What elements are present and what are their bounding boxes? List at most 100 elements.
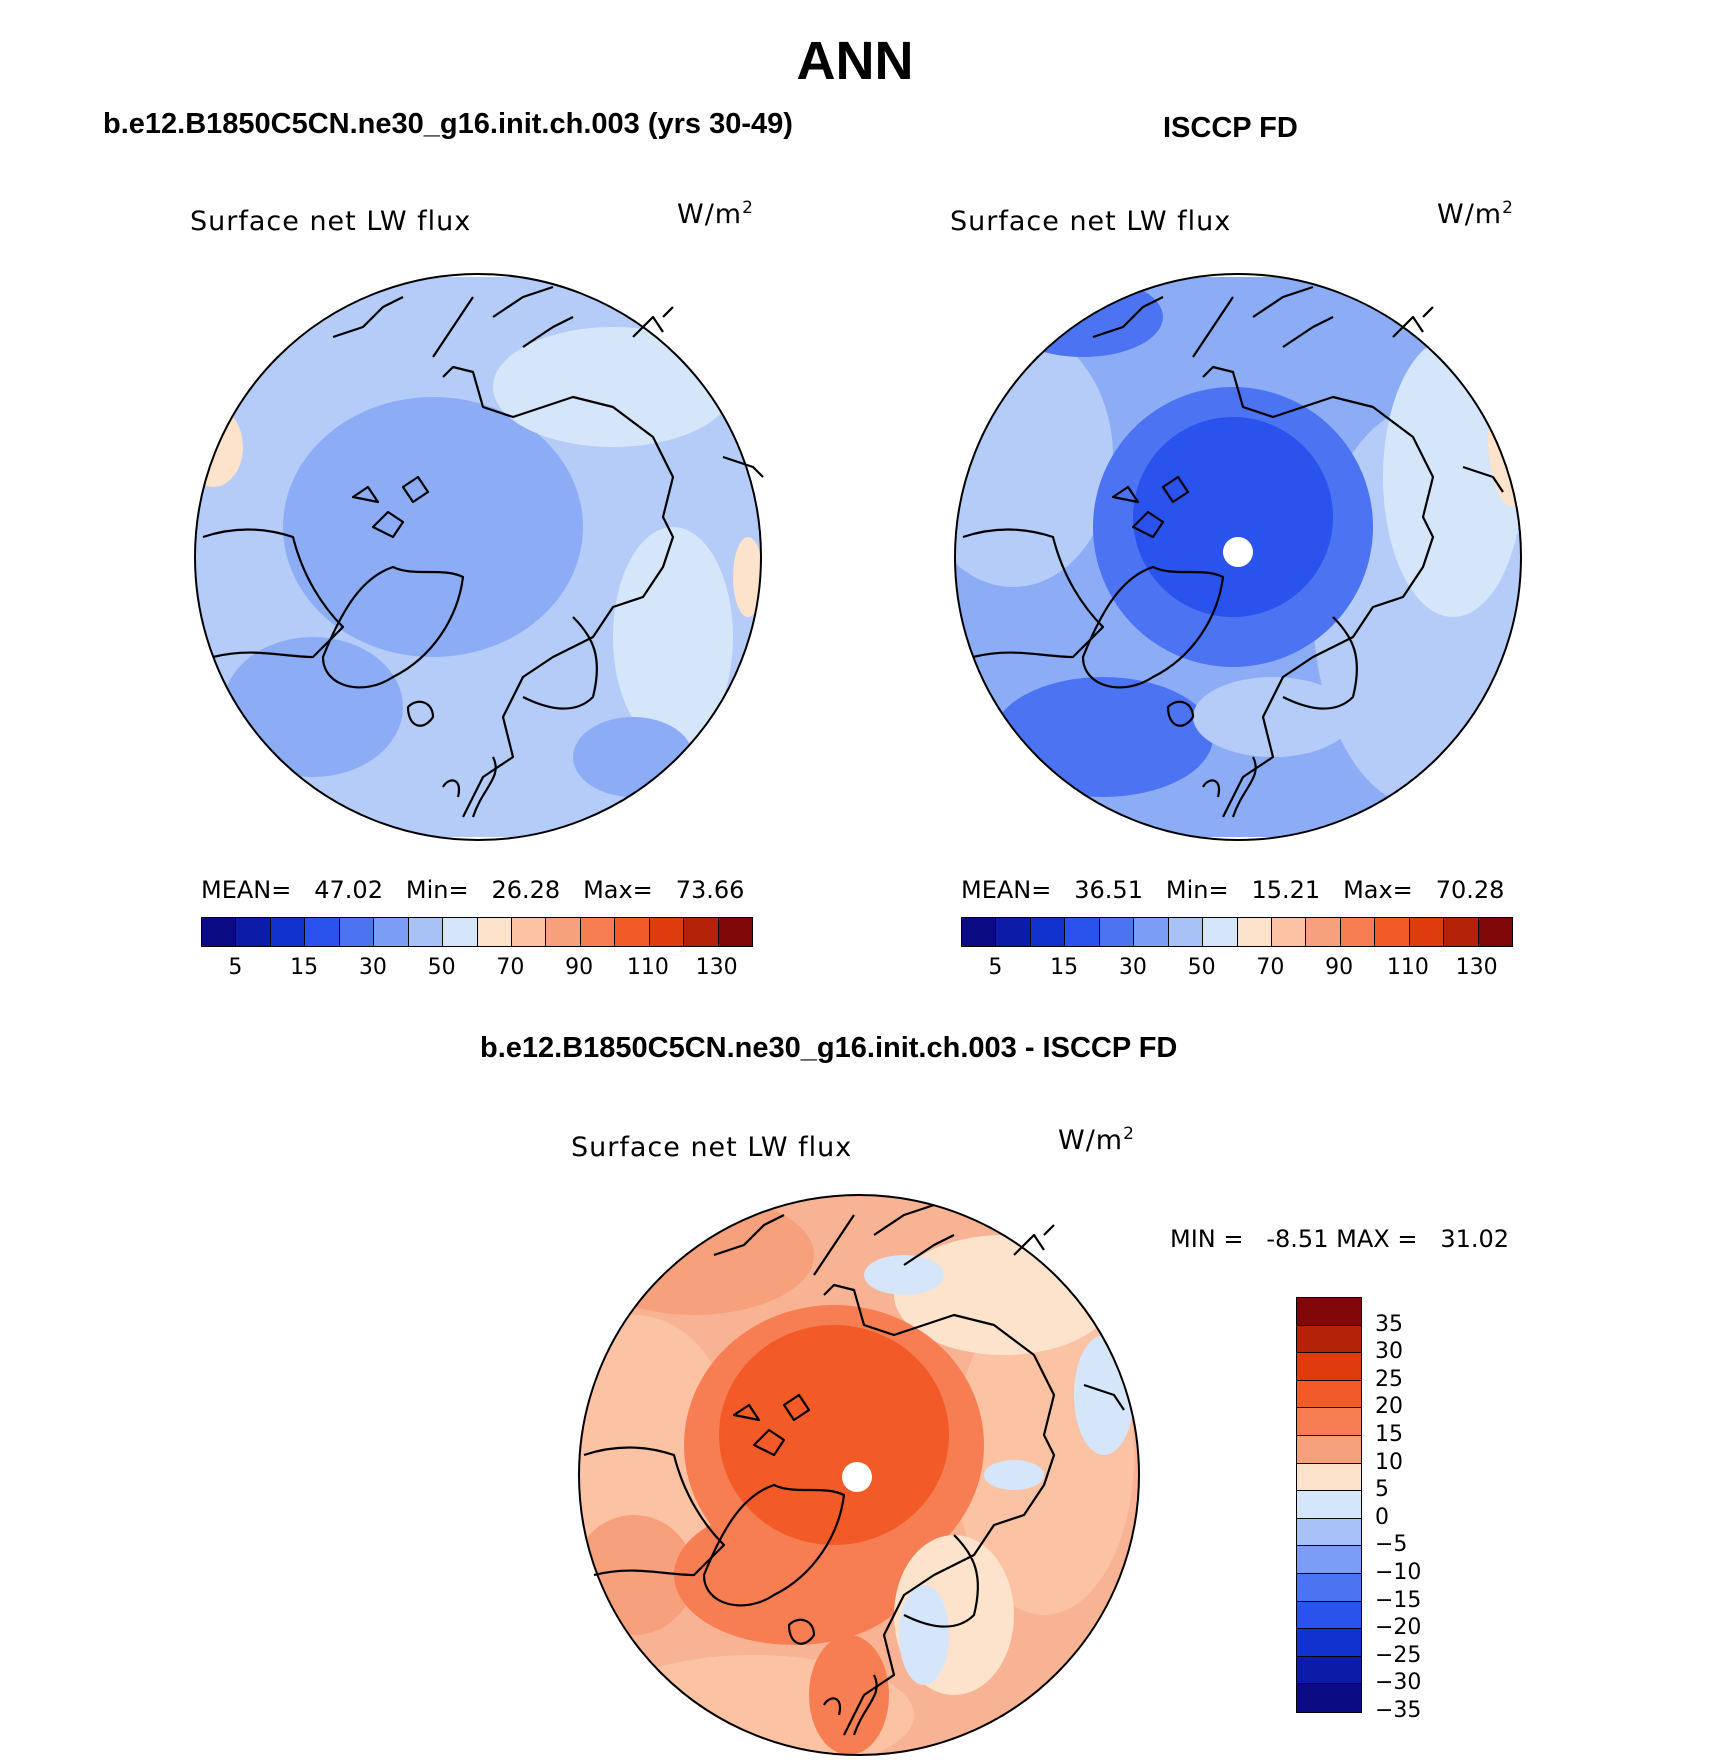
diff-colorbar-box — [1297, 1380, 1361, 1409]
model-colorbar-tick-label: 130 — [695, 955, 738, 980]
model-colorbar-tick-label: 70 — [496, 955, 525, 980]
obs-stats: MEAN= 36.51 Min= 15.21 Max= 70.28 — [961, 876, 1505, 904]
model-colorbar-box — [202, 918, 237, 946]
diff-variable-label: Surface net LW flux — [571, 1132, 853, 1163]
model-colorbar-box — [649, 918, 685, 946]
diff-colorbar-box — [1297, 1629, 1361, 1657]
model-colorbar-tick-label: 5 — [228, 955, 243, 980]
figure-title: ANN — [796, 31, 914, 91]
diff-colorbar-box — [1297, 1491, 1361, 1519]
obs-colorbar-box — [1134, 918, 1169, 946]
diff-colorbar-box — [1297, 1325, 1361, 1354]
diff-colorbar-tick-label: 15 — [1375, 1422, 1403, 1447]
diff-colorbar-tick-label: 35 — [1375, 1311, 1403, 1337]
obs-colorbar-box — [996, 918, 1031, 946]
diff-colorbar-box — [1297, 1518, 1361, 1547]
obs-colorbar-box — [1271, 918, 1307, 946]
model-stats: MEAN= 47.02 Min= 26.28 Max= 73.66 — [201, 876, 745, 904]
diff-coastlines — [583, 1203, 1125, 1736]
diff-colorbar-tick-label: −10 — [1375, 1560, 1422, 1585]
obs-colorbar-box — [1444, 918, 1479, 946]
model-colorbar-tick-label: 110 — [626, 955, 669, 980]
obs-colorbar-box — [1030, 918, 1066, 946]
model-colorbar-box — [684, 918, 719, 946]
model-colorbar-tick-label: 50 — [427, 955, 456, 980]
model-colorbar-box — [546, 918, 581, 946]
obs-colorbar-tick-label: 30 — [1118, 955, 1147, 980]
diff-colorbar-box — [1297, 1408, 1361, 1436]
diff-colorbar-box — [1297, 1601, 1361, 1630]
model-map-outline — [194, 273, 762, 841]
obs-colorbar-tick-label: 15 — [1050, 955, 1079, 980]
diff-colorbar-tick-label: 5 — [1375, 1477, 1389, 1503]
diff-colorbar-box — [1297, 1684, 1361, 1712]
model-colorbar-tick-label: 90 — [565, 955, 594, 980]
diff-colorbar-box — [1297, 1573, 1361, 1602]
obs-case-title: ISCCP FD — [1163, 112, 1298, 144]
diff-polar-map — [578, 1194, 1140, 1756]
diff-colorbar-box — [1297, 1656, 1361, 1685]
obs-colorbar-tick-label: 90 — [1325, 955, 1354, 980]
model-case-title: b.e12.B1850C5CN.ne30_g16.init.ch.003 (yr… — [103, 108, 793, 140]
model-colorbar-box — [718, 918, 752, 946]
obs-colorbar-box — [1065, 918, 1100, 946]
model-field-low-region — [283, 397, 583, 657]
model-colorbar-box — [443, 918, 478, 946]
model-polar-map — [194, 273, 764, 841]
model-colorbar-box — [511, 918, 547, 946]
obs-colorbar-tick-label: 130 — [1455, 955, 1498, 980]
obs-colorbar-box — [1409, 918, 1445, 946]
obs-pole-hole — [1223, 537, 1253, 567]
model-colorbar-box — [374, 918, 409, 946]
obs-colorbar-tick-label: 50 — [1187, 955, 1216, 980]
obs-variable-label: Surface net LW flux — [950, 206, 1232, 237]
obs-colorbar-box — [1237, 918, 1272, 946]
diff-pole-hole — [842, 1462, 872, 1492]
model-colorbar-box — [270, 918, 306, 946]
diff-colorbar-box — [1297, 1435, 1361, 1464]
diff-colorbar-tick-label: 25 — [1375, 1366, 1403, 1392]
model-colorbar — [201, 917, 753, 947]
diff-colorbar-tick-label: −25 — [1375, 1642, 1422, 1668]
diff-colorbar-tick-label: −30 — [1375, 1670, 1422, 1696]
diff-colorbar-tick-label: −20 — [1375, 1615, 1422, 1641]
model-colorbar-box — [477, 918, 512, 946]
diff-colorbar-tick-label: 30 — [1375, 1339, 1403, 1365]
obs-map-outline — [954, 273, 1522, 841]
model-colorbar-box — [339, 918, 375, 946]
model-colorbar-box — [305, 918, 340, 946]
diff-colorbar — [1296, 1297, 1362, 1713]
obs-coastlines — [962, 285, 1504, 818]
obs-colorbar-tick-label: 110 — [1386, 955, 1429, 980]
obs-colorbar-box — [1375, 918, 1410, 946]
diff-colorbar-box — [1297, 1546, 1361, 1574]
obs-colorbar-box — [1203, 918, 1238, 946]
model-colorbar-box — [236, 918, 271, 946]
model-coastlines — [202, 285, 764, 818]
obs-colorbar-tick-label: 5 — [988, 955, 1003, 980]
obs-colorbar-box — [1168, 918, 1204, 946]
obs-colorbar-tick-label: 70 — [1256, 955, 1285, 980]
obs-colorbar-box — [1306, 918, 1341, 946]
model-units-label: W/m2 — [677, 198, 754, 230]
diff-map-outline — [578, 1194, 1140, 1756]
model-colorbar-tick-label: 15 — [290, 955, 319, 980]
obs-units-label: W/m2 — [1437, 198, 1514, 230]
diff-colorbar-box — [1297, 1298, 1361, 1326]
diff-stats: MIN = -8.51 MAX = 31.02 — [1170, 1225, 1510, 1253]
model-colorbar-box — [580, 918, 616, 946]
diff-colorbar-box — [1297, 1353, 1361, 1381]
obs-colorbar-box — [1478, 918, 1512, 946]
diff-units-label: W/m2 — [1058, 1124, 1135, 1156]
model-colorbar-tick-label: 30 — [358, 955, 387, 980]
diff-colorbar-tick-label: 0 — [1375, 1504, 1389, 1530]
diff-colorbar-tick-label: −5 — [1375, 1532, 1408, 1558]
obs-polar-map — [954, 273, 1522, 841]
diff-colorbar-tick-label: 20 — [1375, 1394, 1403, 1420]
diff-colorbar-box — [1297, 1463, 1361, 1492]
diff-colorbar-tick-label: −15 — [1375, 1587, 1422, 1613]
model-colorbar-box — [408, 918, 444, 946]
obs-colorbar-box — [962, 918, 997, 946]
model-colorbar-box — [615, 918, 650, 946]
obs-colorbar-box — [1099, 918, 1135, 946]
